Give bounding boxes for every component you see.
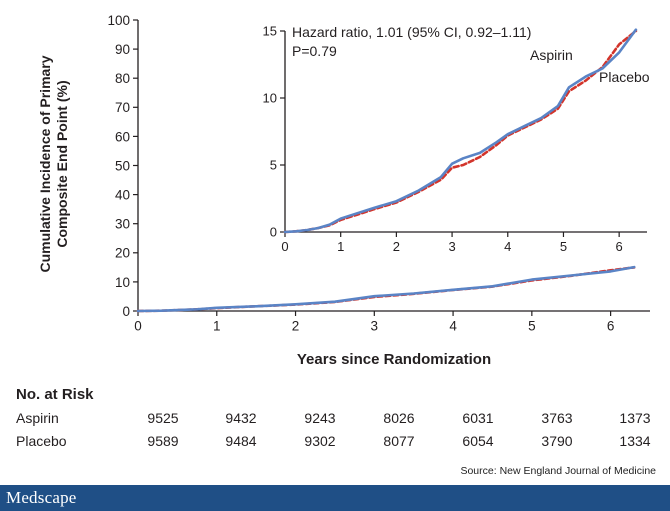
- main-x-tick-label: 6: [607, 319, 615, 334]
- main-series-placebo: [136, 265, 636, 313]
- risk-cell: 9589: [147, 433, 179, 449]
- chart-container: 0 1 2 3 4 5 6 0 10 20 30 40 50 60 70 80 90 100 Cumulative …: [37, 13, 650, 368]
- risk-cell: 6031: [462, 410, 494, 426]
- main-x-tick-label: 0: [134, 319, 142, 334]
- main-y-tick-label: 70: [115, 100, 130, 115]
- x-axis-title: Years since Randomization: [297, 351, 491, 368]
- main-y-tick-label: 20: [115, 246, 130, 261]
- main-y-tick-label: 50: [115, 158, 130, 173]
- risk-cell: 6054: [462, 433, 494, 449]
- inset-x-tick-label: 1: [337, 239, 344, 254]
- main-y-tick-label: 40: [115, 187, 130, 202]
- inset-y-tick-label: 10: [263, 91, 277, 106]
- series-label-placebo: Placebo: [599, 69, 650, 85]
- y-axis-title: Cumulative Incidence of PrimaryComposite…: [37, 55, 70, 272]
- risk-cell: 9484: [225, 433, 257, 449]
- main-x-tick-label: 4: [449, 319, 457, 334]
- footer-bar: Medscape: [0, 485, 670, 511]
- y-axis-title-line: Composite End Point (%): [54, 80, 70, 247]
- main-x-tick-label: 3: [371, 319, 379, 334]
- risk-cell: 3763: [541, 410, 573, 426]
- main-y-tick-label: 80: [115, 71, 130, 86]
- p-value-text: P=0.79: [292, 43, 337, 59]
- risk-row-label: Placebo: [16, 433, 67, 449]
- main-y-tick-label: 90: [115, 42, 130, 57]
- main-x-tick-label: 2: [292, 319, 300, 334]
- main-y-tick-label: 100: [107, 13, 130, 28]
- hazard-ratio-text: Hazard ratio, 1.01 (95% CI, 0.92–1.11): [292, 24, 531, 40]
- inset-y-tick-label: 5: [270, 158, 277, 173]
- risk-cell: 9525: [147, 410, 179, 426]
- main-x-tick-label: 5: [528, 319, 536, 334]
- risk-cell: 3790: [541, 433, 573, 449]
- inset-x-tick-label: 4: [504, 239, 511, 254]
- inset-y-tick-label: 15: [263, 24, 277, 39]
- risk-row-label: Aspirin: [16, 410, 59, 426]
- risk-cell: 1334: [619, 433, 651, 449]
- inset-x-tick-label: 2: [393, 239, 400, 254]
- series-label-aspirin: Aspirin: [530, 47, 573, 63]
- risk-cell: 1373: [619, 410, 651, 426]
- main-x-tick-label: 1: [213, 319, 221, 334]
- inset-background: [285, 31, 647, 232]
- inset-x-tick-label: 5: [560, 239, 567, 254]
- inset-x-tick-label: 0: [281, 239, 288, 254]
- medscape-logo: Medscape: [6, 488, 77, 507]
- risk-cell: 9432: [225, 410, 257, 426]
- main-series-aspirin: [136, 266, 636, 313]
- inset-series-placebo: [283, 28, 638, 234]
- main-y-tick-label: 30: [115, 217, 130, 232]
- inset-x-tick-label: 3: [448, 239, 455, 254]
- chart-svg: 0 1 2 3 4 5 60102030405060708090100Cumulative …: [37, 13, 650, 368]
- main-y-tick-label: 10: [115, 275, 130, 290]
- risk-table-heading: No. at Risk: [16, 386, 94, 403]
- risk-row-placebo: Placebo 9589 9484 9302 8077 6054 3790 13…: [0, 433, 670, 453]
- risk-cell: 9302: [304, 433, 336, 449]
- risk-cell: 8077: [383, 433, 415, 449]
- inset-y-tick-label: 0: [270, 225, 277, 240]
- y-axis-title-line: Cumulative Incidence of Primary: [37, 55, 53, 272]
- main-y-tick-label: 0: [122, 304, 130, 319]
- main-y-tick-label: 60: [115, 129, 130, 144]
- risk-row-aspirin: Aspirin 9525 9432 9243 8026 6031 3763 13…: [0, 410, 670, 430]
- risk-cell: 9243: [304, 410, 336, 426]
- risk-cell: 8026: [383, 410, 415, 426]
- source-credit: Source: New England Journal of Medicine: [460, 465, 656, 477]
- inset-x-tick-label: 6: [616, 239, 623, 254]
